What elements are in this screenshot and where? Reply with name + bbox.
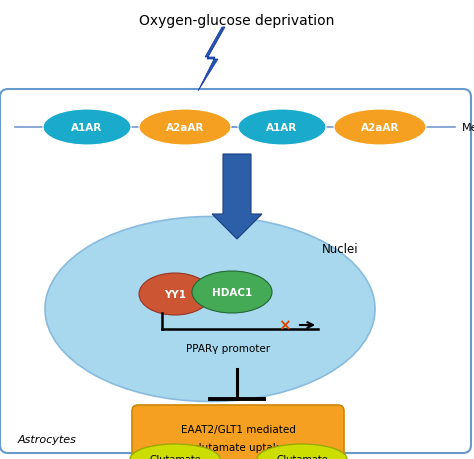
FancyBboxPatch shape	[132, 405, 344, 459]
Ellipse shape	[334, 110, 426, 146]
FancyArrow shape	[212, 155, 262, 240]
Text: A1AR: A1AR	[266, 123, 298, 133]
Ellipse shape	[130, 444, 220, 459]
Text: Glutamate: Glutamate	[149, 454, 201, 459]
Ellipse shape	[43, 110, 131, 146]
Text: ×: ×	[278, 318, 291, 333]
Ellipse shape	[139, 274, 211, 315]
Polygon shape	[198, 28, 225, 92]
Text: Glutamate: Glutamate	[276, 454, 328, 459]
Ellipse shape	[257, 444, 347, 459]
Ellipse shape	[192, 271, 272, 313]
Ellipse shape	[139, 110, 231, 146]
Text: PPARγ promoter: PPARγ promoter	[186, 343, 270, 353]
Text: Astrocytes: Astrocytes	[18, 434, 77, 444]
Text: Membrane: Membrane	[462, 123, 474, 133]
Text: HDAC1: HDAC1	[212, 287, 252, 297]
Ellipse shape	[45, 217, 375, 402]
Text: Oxygen-glucose deprivation: Oxygen-glucose deprivation	[139, 14, 335, 28]
Text: A2aAR: A2aAR	[166, 123, 204, 133]
Text: A2aAR: A2aAR	[361, 123, 399, 133]
Ellipse shape	[238, 110, 326, 146]
Text: Nuclei: Nuclei	[322, 243, 358, 256]
Text: A1AR: A1AR	[72, 123, 103, 133]
Text: glutamate uptake: glutamate uptake	[191, 442, 284, 452]
Text: EAAT2/GLT1 mediated: EAAT2/GLT1 mediated	[181, 424, 295, 434]
FancyBboxPatch shape	[0, 90, 471, 453]
Text: YY1: YY1	[164, 289, 186, 299]
